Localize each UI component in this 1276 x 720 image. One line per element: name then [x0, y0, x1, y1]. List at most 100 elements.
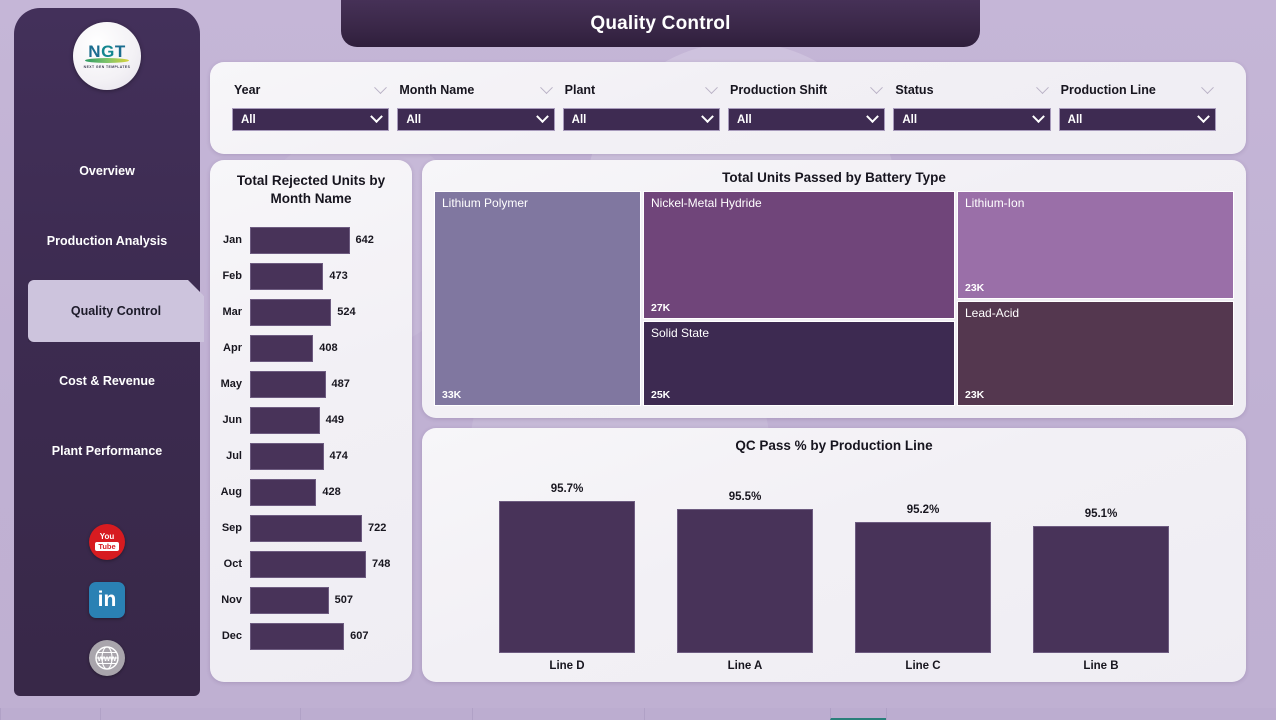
bar-row[interactable]: Mar 524 [210, 294, 412, 330]
chevron-down-icon[interactable] [539, 80, 553, 94]
treemap-column: Lithium Polymer 33K [434, 191, 641, 406]
bar-row[interactable]: Apr 408 [210, 330, 412, 366]
linkedin-icon[interactable]: in [89, 582, 125, 618]
column-category-label: Line A [727, 660, 763, 672]
filter-header[interactable]: Month Name [397, 80, 554, 100]
filter-label: Year [234, 83, 261, 97]
treemap-tile-lithium-ion[interactable]: Lithium-Ion 23K [957, 191, 1234, 299]
sidebar-item-production-analysis[interactable]: Production Analysis [14, 210, 200, 272]
bar-row[interactable]: Jan 642 [210, 222, 412, 258]
bar-category-label: Jun [222, 414, 242, 426]
treemap-tile-lithium-polymer[interactable]: Lithium Polymer 33K [434, 191, 641, 406]
page-tab[interactable] [644, 708, 830, 720]
column-bar[interactable] [499, 501, 635, 653]
sidebar-item-plant-performance[interactable]: Plant Performance [14, 420, 200, 482]
bar-fill[interactable] [250, 622, 345, 650]
logo-letter-n: N [88, 42, 102, 61]
bar-fill[interactable] [250, 406, 320, 434]
filter-dropdown-month-name[interactable]: All [397, 108, 555, 131]
column-group[interactable]: 95.2% Line C [855, 504, 991, 672]
bar-row[interactable]: Jul 474 [210, 438, 412, 474]
bar-fill[interactable] [250, 334, 314, 362]
page-tab[interactable] [886, 708, 1276, 720]
bar-track: 607 [250, 618, 412, 654]
filter-header[interactable]: Plant [563, 80, 720, 100]
bar-fill[interactable] [250, 442, 324, 470]
bar-fill[interactable] [250, 550, 366, 578]
filter-dropdown-production-line[interactable]: All [1058, 108, 1216, 131]
sidebar-item-label: Production Analysis [46, 234, 168, 248]
website-icon[interactable]: www [89, 640, 125, 676]
filter-header[interactable]: Production Line [1059, 80, 1216, 100]
chevron-down-icon[interactable] [1035, 80, 1049, 94]
bar-row[interactable]: May 487 [210, 366, 412, 402]
sidebar-item-quality-control[interactable]: Quality Control [28, 280, 204, 342]
bar-fill[interactable] [250, 262, 324, 290]
filter-header[interactable]: Status [893, 80, 1050, 100]
bar-fill[interactable] [250, 514, 362, 542]
column-group[interactable]: 95.5% Line A [677, 491, 813, 672]
bar-fill[interactable] [250, 370, 326, 398]
bar-category-label: Feb [222, 270, 242, 282]
bar-row[interactable]: Dec 607 [210, 618, 412, 654]
bar-list: Jan 642 Feb 473 Mar 524 Apr 408 May 487 Jun 449 Jul 4… [210, 222, 412, 654]
filter-value: All [571, 113, 587, 126]
treemap-tile-label: Nickel-Metal Hydride [651, 196, 762, 210]
filter-label: Production Shift [729, 83, 828, 97]
bar-row[interactable]: Oct 748 [210, 546, 412, 582]
treemap-tile-lead-acid[interactable]: Lead-Acid 23K [957, 301, 1234, 406]
filter-dropdown-year[interactable]: All [232, 108, 390, 131]
sidebar-item-overview[interactable]: Overview [14, 140, 200, 202]
page-tab[interactable] [0, 708, 100, 720]
filter-production-line: Production Line All [1058, 80, 1216, 154]
chevron-down-icon[interactable] [374, 80, 388, 94]
chart-title: QC Pass % by Production Line [735, 438, 933, 453]
column-group[interactable]: 95.7% Line D [499, 483, 635, 672]
sidebar-item-cost-revenue[interactable]: Cost & Revenue [14, 350, 200, 412]
column-bar[interactable] [677, 509, 813, 653]
column-bar[interactable] [1033, 526, 1169, 653]
treemap-tile-value: 25K [651, 389, 671, 401]
bar-fill[interactable] [250, 298, 332, 326]
youtube-icon[interactable]: You Tube [89, 524, 125, 560]
bar-row[interactable]: Nov 507 [210, 582, 412, 618]
bar-fill[interactable] [250, 586, 329, 614]
logo-letter-t: T [114, 42, 126, 61]
chevron-down-icon[interactable] [870, 80, 884, 94]
chevron-down-icon[interactable] [705, 80, 718, 94]
filter-header[interactable]: Production Shift [728, 80, 885, 100]
filter-dropdown-status[interactable]: All [893, 108, 1051, 131]
bar-fill[interactable] [250, 478, 317, 506]
chevron-down-icon [701, 110, 714, 124]
chevron-down-icon [866, 110, 880, 124]
chart-title: Total Units Passed by Battery Type [722, 170, 946, 185]
social-links: You Tube in www [14, 524, 200, 676]
filter-value: All [736, 113, 752, 126]
filter-label: Status [895, 83, 934, 97]
bar-track: 449 [250, 402, 412, 438]
bar-fill[interactable] [250, 226, 350, 254]
filter-header[interactable]: Year [232, 80, 389, 100]
page-tab[interactable] [472, 708, 644, 720]
treemap-tile-solid-state[interactable]: Solid State 25K [643, 321, 955, 406]
filter-label: Month Name [399, 83, 475, 97]
bar-row[interactable]: Feb 473 [210, 258, 412, 294]
bar-row[interactable]: Sep 722 [210, 510, 412, 546]
bar-category-label: Aug [220, 486, 242, 498]
filter-label: Production Line [1060, 83, 1156, 97]
column-bar[interactable] [855, 522, 991, 653]
bar-row[interactable]: Jun 449 [210, 402, 412, 438]
filter-dropdown-plant[interactable]: All [562, 108, 720, 131]
column-group[interactable]: 95.1% Line B [1033, 508, 1169, 672]
bar-value-label: 408 [319, 342, 338, 354]
sidebar-item-label: Cost & Revenue [59, 374, 155, 388]
treemap-tile-nickel-metal-hydride[interactable]: Nickel-Metal Hydride 27K [643, 191, 955, 319]
page-tab-active[interactable] [830, 708, 886, 720]
chevron-down-icon[interactable] [1201, 80, 1214, 94]
page-tab[interactable] [100, 708, 300, 720]
bar-row[interactable]: Aug 428 [210, 474, 412, 510]
filter-dropdown-production-shift[interactable]: All [727, 108, 886, 131]
filter-status: Status All [893, 80, 1051, 154]
page-tab[interactable] [300, 708, 472, 720]
